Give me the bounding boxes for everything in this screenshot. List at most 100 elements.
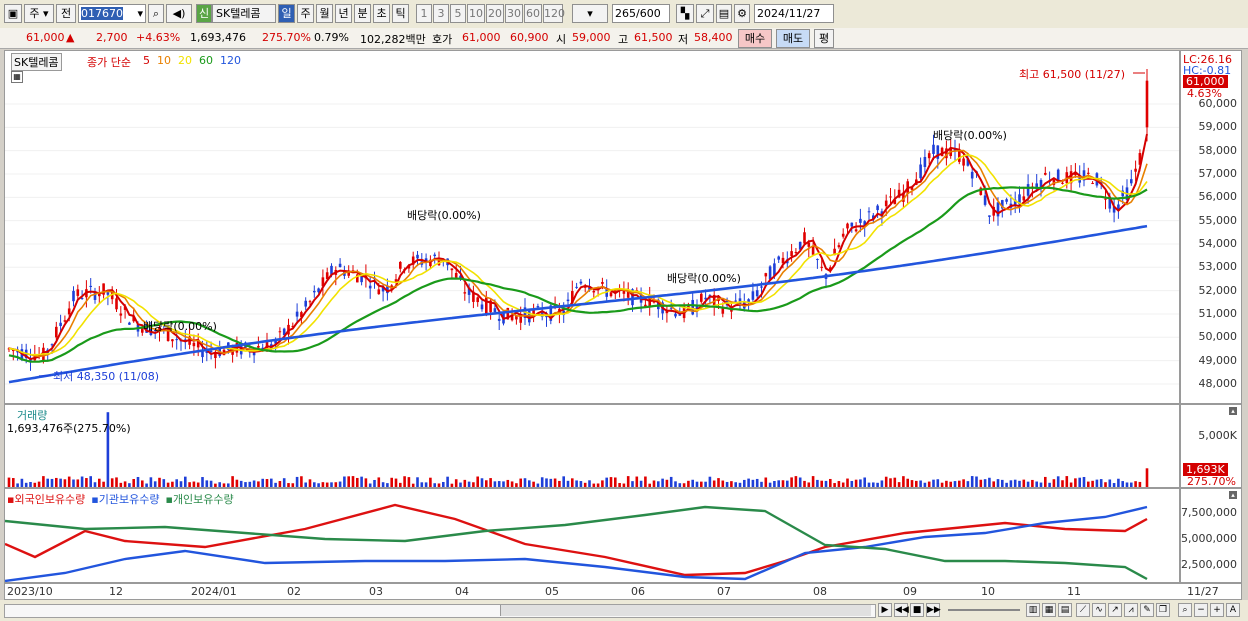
volume-bar[interactable] (128, 483, 131, 487)
candle[interactable] (958, 151, 961, 162)
candle[interactable] (884, 200, 888, 207)
volume-bar[interactable] (949, 481, 952, 487)
volume-bar[interactable] (1145, 468, 1149, 487)
volume-bar[interactable] (330, 482, 333, 487)
trend-icon[interactable]: ⟋ (1076, 603, 1090, 617)
volume-bar[interactable] (768, 482, 772, 487)
candle[interactable] (472, 291, 475, 302)
candle[interactable] (936, 145, 940, 159)
volume-bar[interactable] (1018, 480, 1021, 487)
volume-bar[interactable] (889, 478, 892, 487)
volume-bar[interactable] (725, 481, 729, 487)
volume-chart[interactable] (5, 405, 1180, 488)
candle[interactable] (889, 196, 892, 198)
volume-bar[interactable] (235, 479, 239, 487)
volume-bar[interactable] (368, 483, 372, 487)
volume-bar[interactable] (717, 478, 720, 487)
volume-bar[interactable] (377, 477, 381, 487)
candle[interactable] (751, 291, 755, 300)
candle[interactable] (545, 314, 548, 318)
rewind-icon[interactable]: ◀◀ (894, 603, 909, 617)
volume-bar[interactable] (915, 480, 918, 487)
volume-bar[interactable] (953, 481, 957, 487)
volume-bar[interactable] (373, 479, 376, 487)
volume-bar[interactable] (794, 476, 798, 487)
period-tab[interactable]: 주 (297, 4, 314, 23)
volume-bar[interactable] (179, 481, 183, 487)
candle[interactable] (153, 329, 157, 331)
candle[interactable] (730, 309, 733, 312)
volume-bar[interactable] (571, 478, 574, 487)
interval-button[interactable]: 5 (450, 4, 466, 23)
volume-bar[interactable] (257, 481, 260, 487)
candle[interactable] (1013, 199, 1017, 207)
candle[interactable] (493, 308, 497, 313)
candle[interactable] (278, 331, 282, 333)
candle[interactable] (760, 286, 763, 288)
candle[interactable] (235, 342, 239, 353)
volume-bar[interactable] (145, 483, 148, 487)
candle[interactable] (764, 273, 768, 277)
candle[interactable] (128, 322, 131, 325)
volume-bar[interactable] (575, 480, 578, 487)
volume-bar[interactable] (618, 483, 621, 487)
candle[interactable] (98, 293, 101, 297)
volume-bar[interactable] (1013, 479, 1017, 487)
candle[interactable] (579, 281, 583, 284)
candle[interactable] (657, 299, 660, 310)
volume-bar[interactable] (880, 480, 884, 487)
volume-bar[interactable] (1091, 480, 1094, 487)
volume-bar[interactable] (304, 482, 307, 487)
volume-bar[interactable] (1022, 479, 1026, 487)
candle[interactable] (201, 351, 204, 358)
sell-button[interactable]: 매도 (776, 29, 810, 48)
volume-bar[interactable] (712, 480, 716, 487)
volume-bar[interactable] (175, 479, 178, 487)
search-icon[interactable]: ⌕ (148, 4, 164, 23)
volume-bar[interactable] (454, 479, 458, 487)
volume-bar[interactable] (33, 482, 37, 487)
volume-bar[interactable] (506, 479, 510, 487)
volume-bar[interactable] (936, 479, 940, 487)
candle[interactable] (807, 242, 811, 247)
zigzag-icon[interactable]: ⩘ (1124, 603, 1138, 617)
candle[interactable] (459, 275, 462, 279)
candle[interactable] (274, 339, 277, 344)
chart-tool-icon[interactable]: ▚ (676, 4, 694, 23)
volume-bar[interactable] (945, 480, 948, 487)
scroll-right-icon[interactable]: ▶ (878, 603, 892, 617)
volume-bar[interactable] (966, 481, 970, 487)
volume-bar[interactable] (227, 483, 230, 487)
volume-bar[interactable] (153, 481, 157, 487)
candle[interactable] (1005, 199, 1008, 202)
candle[interactable] (841, 233, 845, 237)
volume-bar[interactable] (351, 476, 355, 487)
candle[interactable] (295, 311, 299, 317)
holdings-chart[interactable] (5, 489, 1180, 583)
candle[interactable] (325, 272, 329, 280)
candle[interactable] (846, 223, 849, 229)
volume-bar[interactable] (132, 479, 135, 487)
candle[interactable] (368, 285, 372, 289)
candle[interactable] (463, 292, 467, 294)
candle[interactable] (1104, 198, 1107, 200)
candle[interactable] (953, 149, 957, 151)
volume-bar[interactable] (510, 481, 514, 487)
volume-bar[interactable] (738, 482, 742, 487)
candle[interactable] (781, 257, 785, 264)
candle[interactable] (192, 342, 196, 347)
volume-bar[interactable] (1138, 481, 1142, 487)
volume-bar[interactable] (1039, 482, 1043, 487)
candle[interactable] (755, 290, 759, 297)
volume-bar[interactable] (278, 481, 282, 487)
candle[interactable] (1138, 153, 1142, 165)
volume-bar[interactable] (184, 476, 187, 487)
volume-bar[interactable] (1112, 483, 1116, 487)
volume-bar[interactable] (1065, 476, 1069, 487)
candle[interactable] (983, 195, 987, 205)
period-tab[interactable]: 초 (373, 4, 390, 23)
candle[interactable] (571, 291, 574, 304)
volume-bar[interactable] (214, 483, 217, 487)
volume-bar[interactable] (897, 482, 901, 487)
volume-bar[interactable] (1074, 478, 1077, 487)
